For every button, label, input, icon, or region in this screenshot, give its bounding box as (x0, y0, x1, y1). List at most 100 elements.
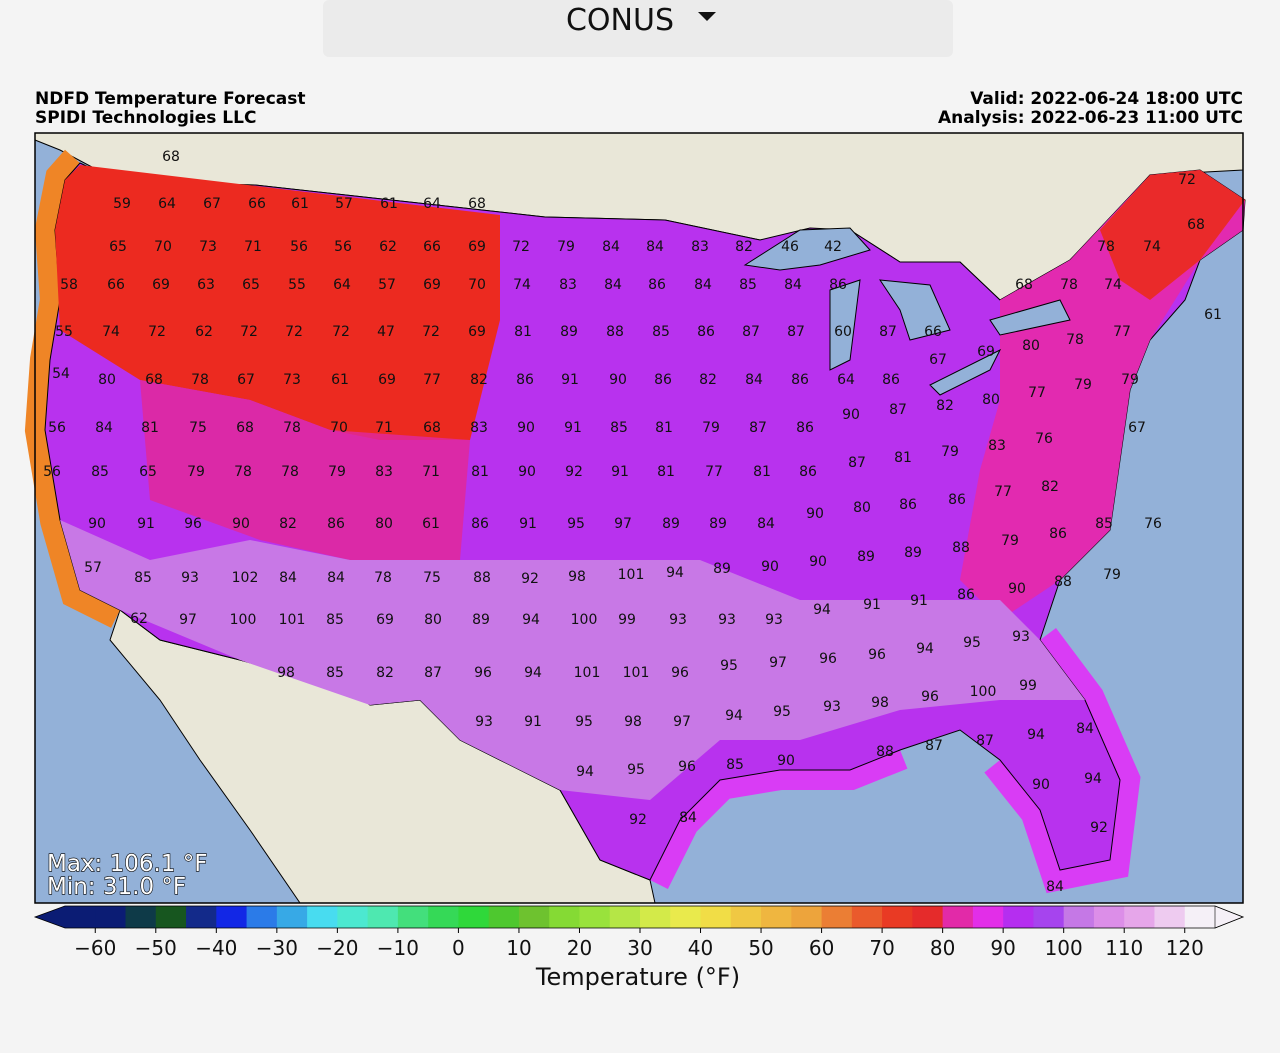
colorbar-swatch (912, 906, 944, 928)
station-temp: 74 (102, 324, 120, 340)
station-temp: 101 (618, 567, 645, 583)
station-temp: 78 (1060, 277, 1078, 293)
station-temp: 61 (291, 196, 309, 212)
station-temp: 86 (648, 277, 666, 293)
station-temp: 69 (468, 324, 486, 340)
station-temp: 87 (749, 420, 767, 436)
station-temp: 80 (853, 500, 871, 516)
station-temp: 95 (773, 704, 791, 720)
dropdown-label[interactable]: CONUS (566, 3, 674, 38)
station-temp: 97 (614, 516, 632, 532)
colorbar-swatch (1154, 906, 1186, 928)
station-temp: 87 (424, 665, 442, 681)
station-temp: 89 (472, 612, 490, 628)
station-temp: 87 (925, 738, 943, 754)
station-temp: 82 (735, 239, 753, 255)
station-temp: 88 (473, 570, 491, 586)
station-temp: 84 (604, 277, 622, 293)
station-temp: 95 (627, 762, 645, 778)
station-temp: 90 (1008, 581, 1026, 597)
station-temp: 96 (868, 647, 886, 663)
station-temp: 56 (43, 464, 61, 480)
colorbar-swatch (246, 906, 278, 928)
colorbar-tick-label: 50 (748, 936, 773, 960)
station-temp: 65 (242, 277, 260, 293)
colorbar-swatch (125, 906, 157, 928)
station-temp: 79 (187, 464, 205, 480)
colorbar-swatch (579, 906, 611, 928)
station-temp: 85 (326, 665, 344, 681)
station-temp: 85 (726, 757, 744, 773)
colorbar-swatch (216, 906, 248, 928)
station-temp: 61 (1204, 307, 1222, 323)
station-temp: 63 (197, 277, 215, 293)
colorbar-label: Temperature (°F) (535, 963, 740, 991)
station-temp: 80 (424, 612, 442, 628)
station-temp: 64 (423, 196, 441, 212)
station-temp: 82 (470, 372, 488, 388)
station-temp: 77 (423, 372, 441, 388)
colorbar-swatch (518, 906, 550, 928)
station-temp: 101 (574, 665, 601, 681)
station-temp: 84 (757, 516, 775, 532)
station-temp: 85 (1095, 516, 1113, 532)
colorbar-swatch (791, 906, 823, 928)
station-temp: 96 (474, 665, 492, 681)
station-temp: 91 (519, 516, 537, 532)
station-temp: 94 (813, 602, 831, 618)
station-temp: 75 (423, 570, 441, 586)
colorbar-swatch (95, 906, 127, 928)
station-temp: 71 (422, 464, 440, 480)
station-temp: 88 (952, 540, 970, 556)
station-temp: 78 (234, 464, 252, 480)
station-temp: 93 (669, 612, 687, 628)
station-temp: 91 (561, 372, 579, 388)
station-temp: 86 (654, 372, 672, 388)
station-temp: 84 (1046, 879, 1064, 895)
station-temp: 94 (524, 665, 542, 681)
station-temp: 101 (279, 612, 306, 628)
station-temp: 86 (948, 492, 966, 508)
station-temp: 81 (471, 464, 489, 480)
station-temp: 84 (279, 570, 297, 586)
dropdown[interactable] (323, 0, 953, 57)
station-temp: 95 (720, 658, 738, 674)
station-temp: 85 (652, 324, 670, 340)
station-temp: 94 (725, 708, 743, 724)
station-temp: 74 (1143, 239, 1161, 255)
station-temp: 64 (837, 372, 855, 388)
station-temp: 96 (678, 759, 696, 775)
dropdown-arrow[interactable] (698, 12, 716, 21)
station-temp: 76 (1144, 516, 1162, 532)
station-temp: 56 (48, 420, 66, 436)
station-temp: 93 (765, 612, 783, 628)
station-temp: 77 (1113, 324, 1131, 340)
station-temp: 94 (916, 641, 934, 657)
colorbar-swatch (1093, 906, 1125, 928)
station-temp: 61 (422, 516, 440, 532)
station-temp: 88 (876, 744, 894, 760)
station-temp: 68 (162, 149, 180, 165)
station-temp: 79 (328, 464, 346, 480)
station-temp: 78 (1066, 332, 1084, 348)
colorbar-extend-low (35, 906, 65, 928)
station-temp: 79 (557, 239, 575, 255)
station-temp: 102 (232, 570, 259, 586)
station-temp: 77 (994, 484, 1012, 500)
station-temp: 82 (699, 372, 717, 388)
station-temp: 59 (113, 196, 131, 212)
station-temp: 86 (829, 277, 847, 293)
station-temp: 86 (471, 516, 489, 532)
station-temp: 94 (576, 764, 594, 780)
station-temp: 95 (575, 714, 593, 730)
station-temp: 97 (769, 655, 787, 671)
station-temp: 90 (842, 407, 860, 423)
station-temp: 66 (107, 277, 125, 293)
colorbar-swatch (821, 906, 853, 928)
colorbar-tick-label: 110 (1105, 936, 1143, 960)
station-temp: 84 (1076, 721, 1094, 737)
colorbar-tick-label: 100 (1045, 936, 1083, 960)
colorbar-swatch (640, 906, 671, 928)
station-temp: 78 (1097, 239, 1115, 255)
station-temp: 87 (787, 324, 805, 340)
